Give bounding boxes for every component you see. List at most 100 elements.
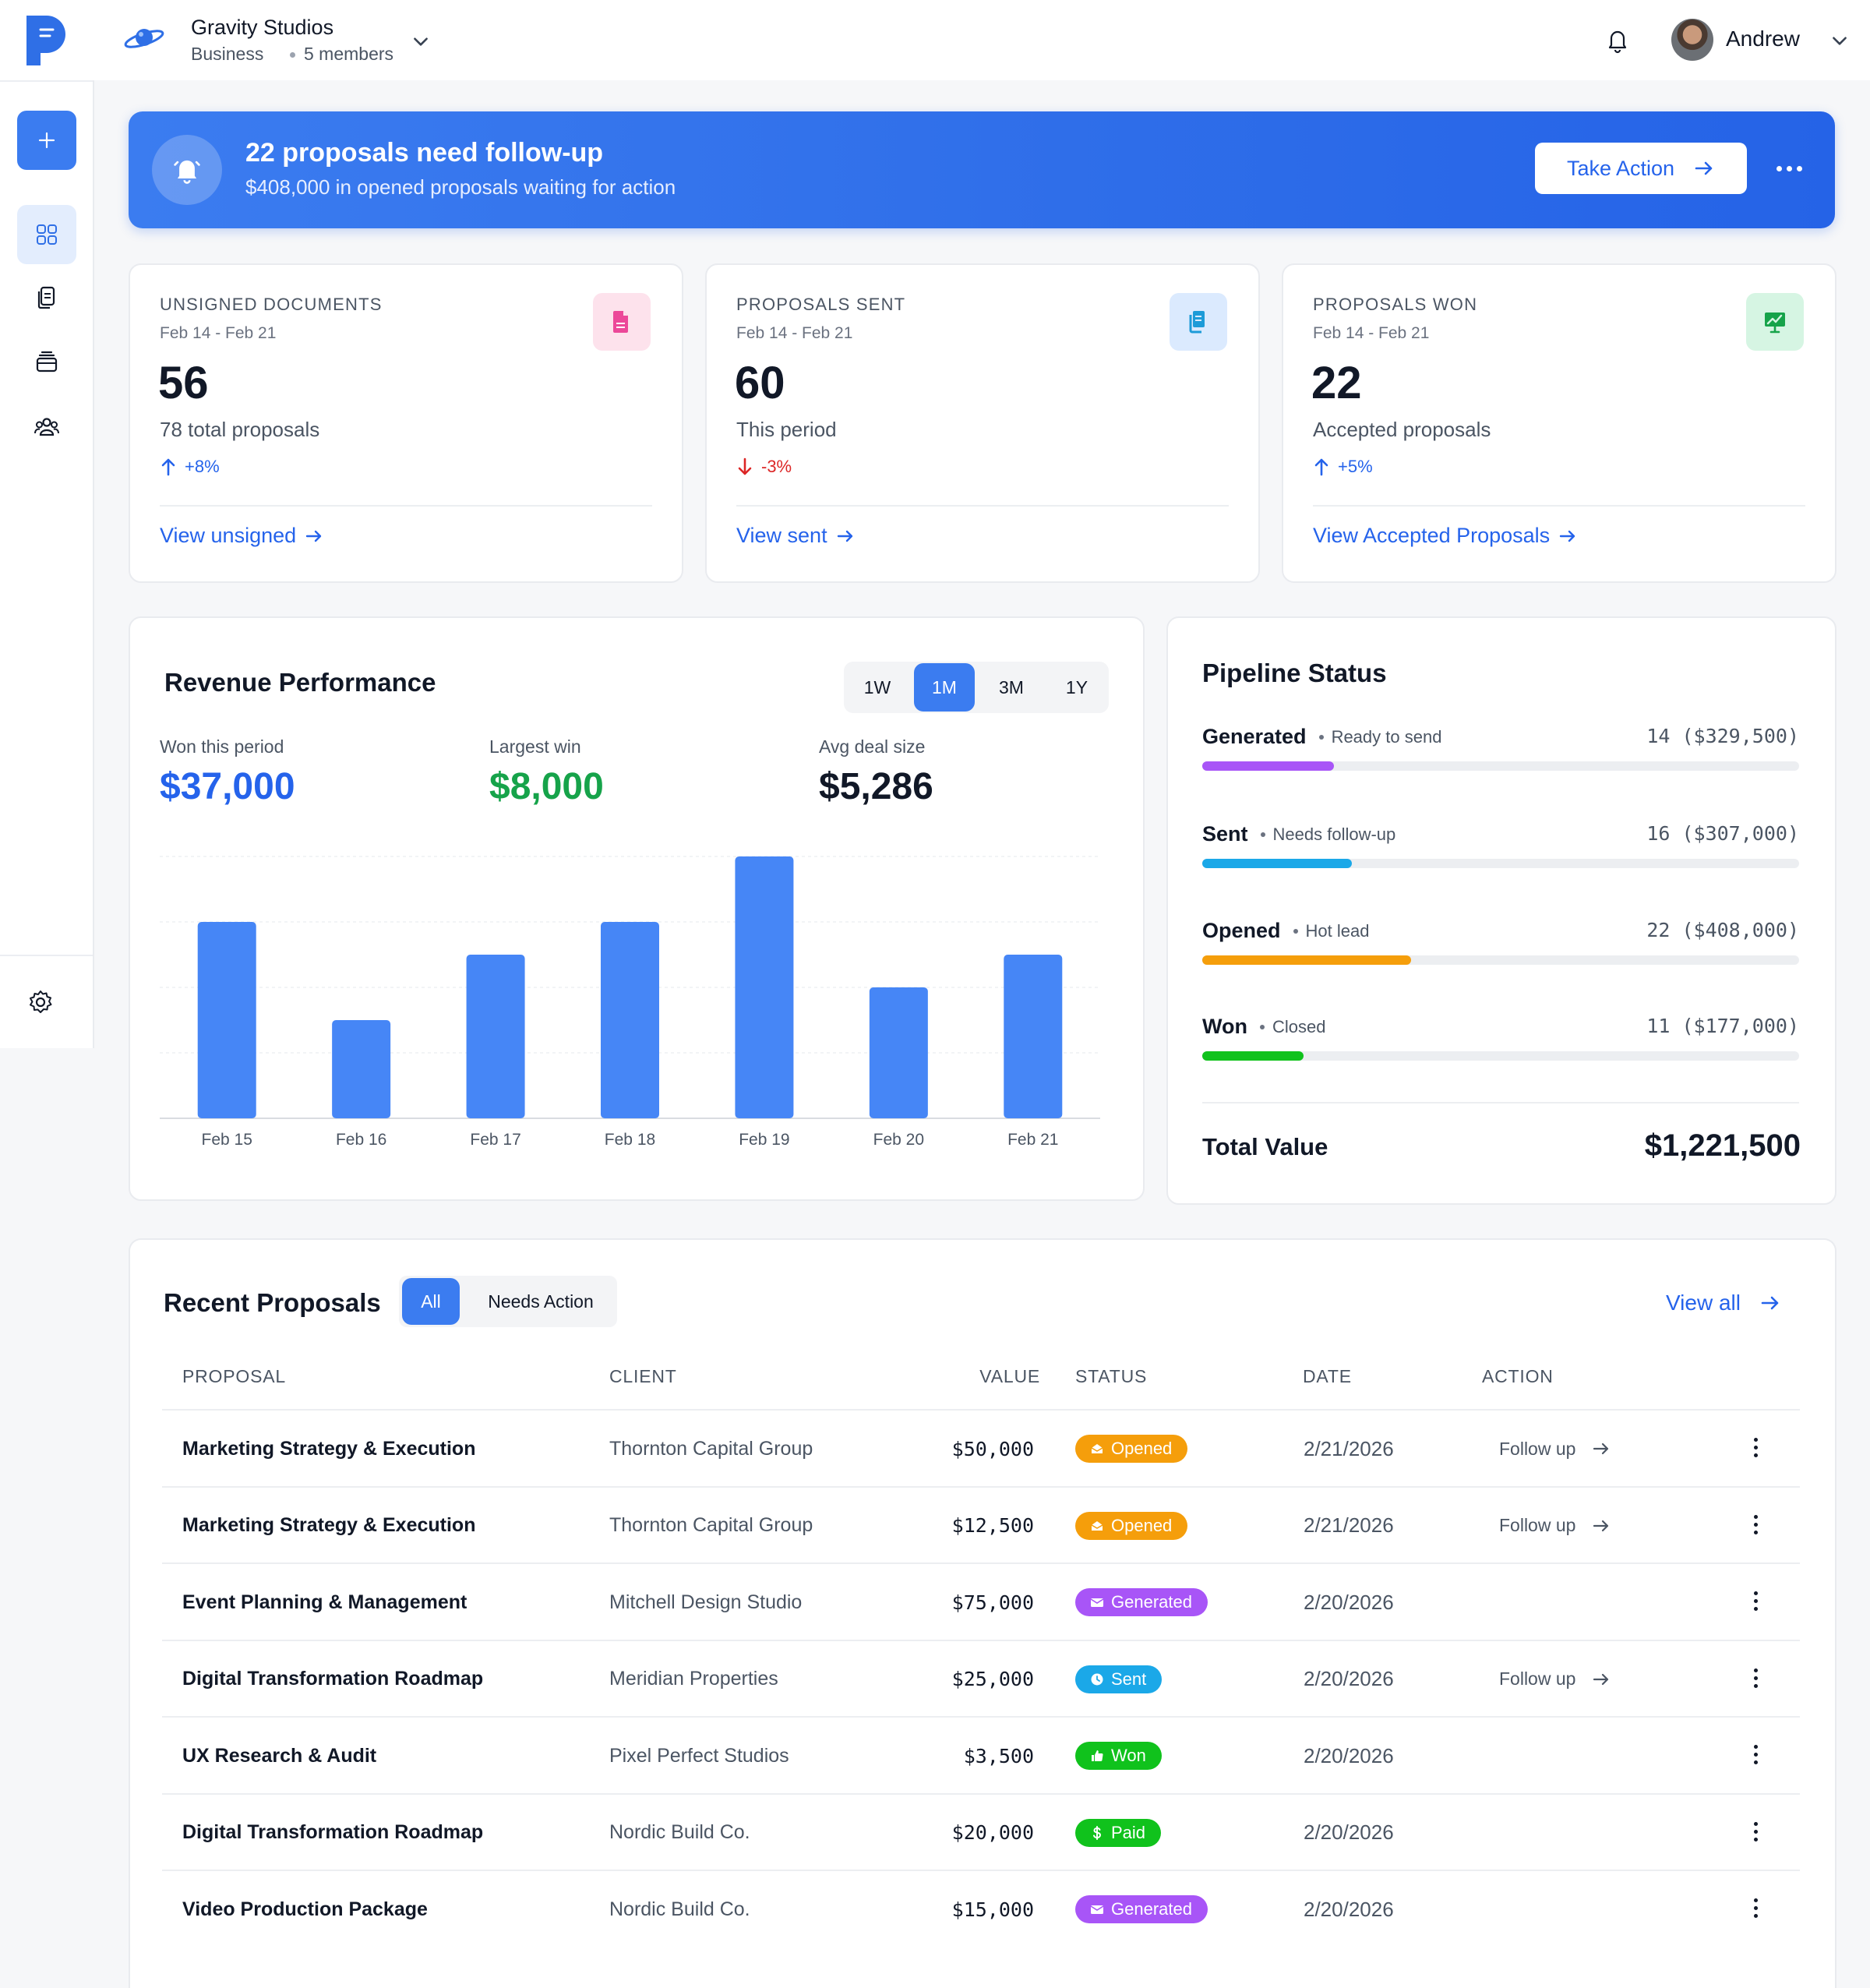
new-proposal-button[interactable] xyxy=(17,111,76,170)
kebab-menu-icon xyxy=(1753,1438,1758,1457)
stat-view-link[interactable]: View unsigned xyxy=(160,524,324,548)
kebab-menu-icon xyxy=(1753,1591,1758,1611)
range-1w[interactable]: 1W xyxy=(847,663,908,712)
range-selector: 1W 1M 3M 1Y xyxy=(844,662,1109,713)
pipeline-stage: Sent Needs follow-up 16 ($307,000) xyxy=(1202,822,1799,877)
stat-date-range: Feb 14 - Feb 21 xyxy=(736,324,853,342)
pipeline-stage: Won Closed 11 ($177,000) xyxy=(1202,1015,1799,1069)
chart-bar xyxy=(1004,955,1063,1118)
table-row[interactable]: Marketing Strategy & Execution Thornton C… xyxy=(162,1409,1800,1487)
chevron-down-icon xyxy=(1833,37,1847,45)
stat-view-link[interactable]: View Accepted Proposals xyxy=(1313,524,1578,548)
row-menu-button[interactable] xyxy=(1752,1745,1759,1767)
proposal-name[interactable]: Video Production Package xyxy=(182,1898,428,1920)
table-row[interactable]: Digital Transformation Roadmap Nordic Bui… xyxy=(162,1792,1800,1871)
nav-dashboard[interactable] xyxy=(17,205,76,264)
nav-settings[interactable] xyxy=(11,973,70,1032)
proposal-value: $75,000 xyxy=(951,1591,1034,1614)
workspace-plan: Business xyxy=(191,44,264,64)
follow-up-action[interactable]: Follow up xyxy=(1499,1411,1611,1487)
pipeline-stage-note: Hot lead xyxy=(1305,920,1370,941)
pipeline-stage-note: Ready to send xyxy=(1331,726,1442,747)
banner-bell-badge xyxy=(152,135,222,205)
proposal-value: $3,500 xyxy=(963,1744,1034,1767)
notifications-button[interactable] xyxy=(1605,26,1630,55)
proposal-name[interactable]: Digital Transformation Roadmap xyxy=(182,1668,484,1690)
stat-change: -3% xyxy=(736,457,792,477)
view-all-link[interactable]: View all xyxy=(1666,1291,1781,1315)
follow-up-action[interactable]: Follow up xyxy=(1499,1641,1611,1718)
banner-more-button[interactable] xyxy=(1769,157,1808,180)
proposal-value: $25,000 xyxy=(951,1668,1034,1690)
table-row[interactable]: Event Planning & Management Mitchell Desi… xyxy=(162,1563,1800,1640)
plus-icon xyxy=(38,132,55,149)
row-menu-button[interactable] xyxy=(1752,1591,1759,1613)
stat-date-range: Feb 14 - Feb 21 xyxy=(160,324,277,342)
stat-icon-tile xyxy=(1170,293,1227,351)
tab-all[interactable]: All xyxy=(402,1278,460,1325)
proposal-name[interactable]: Event Planning & Management xyxy=(182,1591,468,1613)
table-row[interactable]: Digital Transformation Roadmap Meridian P… xyxy=(162,1639,1800,1718)
more-dots-icon xyxy=(1776,165,1802,171)
app-logo[interactable] xyxy=(23,12,69,69)
bell-icon xyxy=(1608,30,1627,54)
proposal-date: 2/20/2026 xyxy=(1304,1820,1394,1844)
pipeline-stage: Opened Hot lead 22 ($408,000) xyxy=(1202,919,1799,973)
proposal-name[interactable]: UX Research & Audit xyxy=(182,1744,377,1767)
proposal-name[interactable]: Marketing Strategy & Execution xyxy=(182,1437,476,1460)
stat-divider xyxy=(1313,505,1805,507)
nav-proposals[interactable] xyxy=(17,268,76,327)
range-1y[interactable]: 1Y xyxy=(1046,663,1107,712)
status-label: Paid xyxy=(1111,1822,1146,1842)
status-label: Opened xyxy=(1111,1439,1173,1458)
row-menu-button[interactable] xyxy=(1752,1438,1759,1460)
proposal-value: $20,000 xyxy=(951,1821,1034,1844)
kebab-menu-icon xyxy=(1753,1745,1758,1764)
nav-clients[interactable] xyxy=(17,397,76,457)
chart-bar xyxy=(466,955,525,1118)
tab-needs-action[interactable]: Needs Action xyxy=(471,1278,611,1325)
x-tick-label: Feb 15 xyxy=(202,1131,252,1149)
proposal-date: 2/20/2026 xyxy=(1304,1667,1394,1690)
row-menu-button[interactable] xyxy=(1752,1898,1759,1920)
status-badge: Won xyxy=(1075,1742,1162,1770)
row-menu-button[interactable] xyxy=(1752,1514,1759,1537)
workspace-name: Gravity Studios xyxy=(191,16,334,39)
user-name: Andrew xyxy=(1726,26,1800,51)
metric-won-value: $37,000 xyxy=(160,766,295,807)
status-cell: Sent xyxy=(1075,1641,1163,1718)
stat-date-range: Feb 14 - Feb 21 xyxy=(1313,324,1430,342)
pipeline-title: Pipeline Status xyxy=(1202,659,1387,687)
follow-up-banner: 22 proposals need follow-up $408,000 in … xyxy=(129,111,1835,228)
range-3m[interactable]: 3M xyxy=(981,663,1042,712)
pipeline-stage-note: Closed xyxy=(1272,1016,1326,1036)
table-row[interactable]: Marketing Strategy & Execution Thornton C… xyxy=(162,1485,1800,1564)
stat-view-link[interactable]: View sent xyxy=(736,524,856,548)
column-header-client: CLIENT xyxy=(609,1366,677,1386)
nav-templates[interactable] xyxy=(17,333,76,392)
sidebar xyxy=(0,0,94,1048)
status-cell: Opened xyxy=(1075,1411,1188,1487)
workspace-switcher[interactable]: Gravity Studios Business 5 members xyxy=(122,14,428,69)
client-name: Thornton Capital Group xyxy=(609,1514,813,1536)
table-row[interactable]: Video Production Package Nordic Build Co.… xyxy=(162,1870,1800,1947)
row-menu-button[interactable] xyxy=(1752,1821,1759,1844)
proposal-name[interactable]: Marketing Strategy & Execution xyxy=(182,1514,476,1536)
take-action-button[interactable]: Take Action xyxy=(1535,143,1747,194)
metric-largest: Largest win $8,000 xyxy=(489,736,604,808)
client-name: Meridian Properties xyxy=(609,1668,778,1690)
pipeline-stage-count-value: 16 ($307,000) xyxy=(1646,822,1799,845)
pipeline-stage-count-value: 14 ($329,500) xyxy=(1646,725,1799,747)
proposal-date: 2/20/2026 xyxy=(1304,1590,1394,1614)
metric-avg-value: $5,286 xyxy=(819,766,933,807)
arrow-up-icon xyxy=(161,458,175,476)
table-row[interactable]: UX Research & Audit Pixel Perfect Studios… xyxy=(162,1716,1800,1794)
user-menu[interactable]: Andrew xyxy=(1671,19,1858,62)
row-menu-button[interactable] xyxy=(1752,1668,1759,1690)
stat-card-unsigned: UNSIGNED DOCUMENTS Feb 14 - Feb 21 56 78 to… xyxy=(129,263,683,583)
range-1m[interactable]: 1M xyxy=(914,663,975,712)
follow-up-action[interactable]: Follow up xyxy=(1499,1488,1611,1564)
arrow-right-icon xyxy=(305,530,322,542)
proposal-name[interactable]: Digital Transformation Roadmap xyxy=(182,1821,484,1843)
stat-label: PROPOSALS SENT xyxy=(736,295,906,314)
